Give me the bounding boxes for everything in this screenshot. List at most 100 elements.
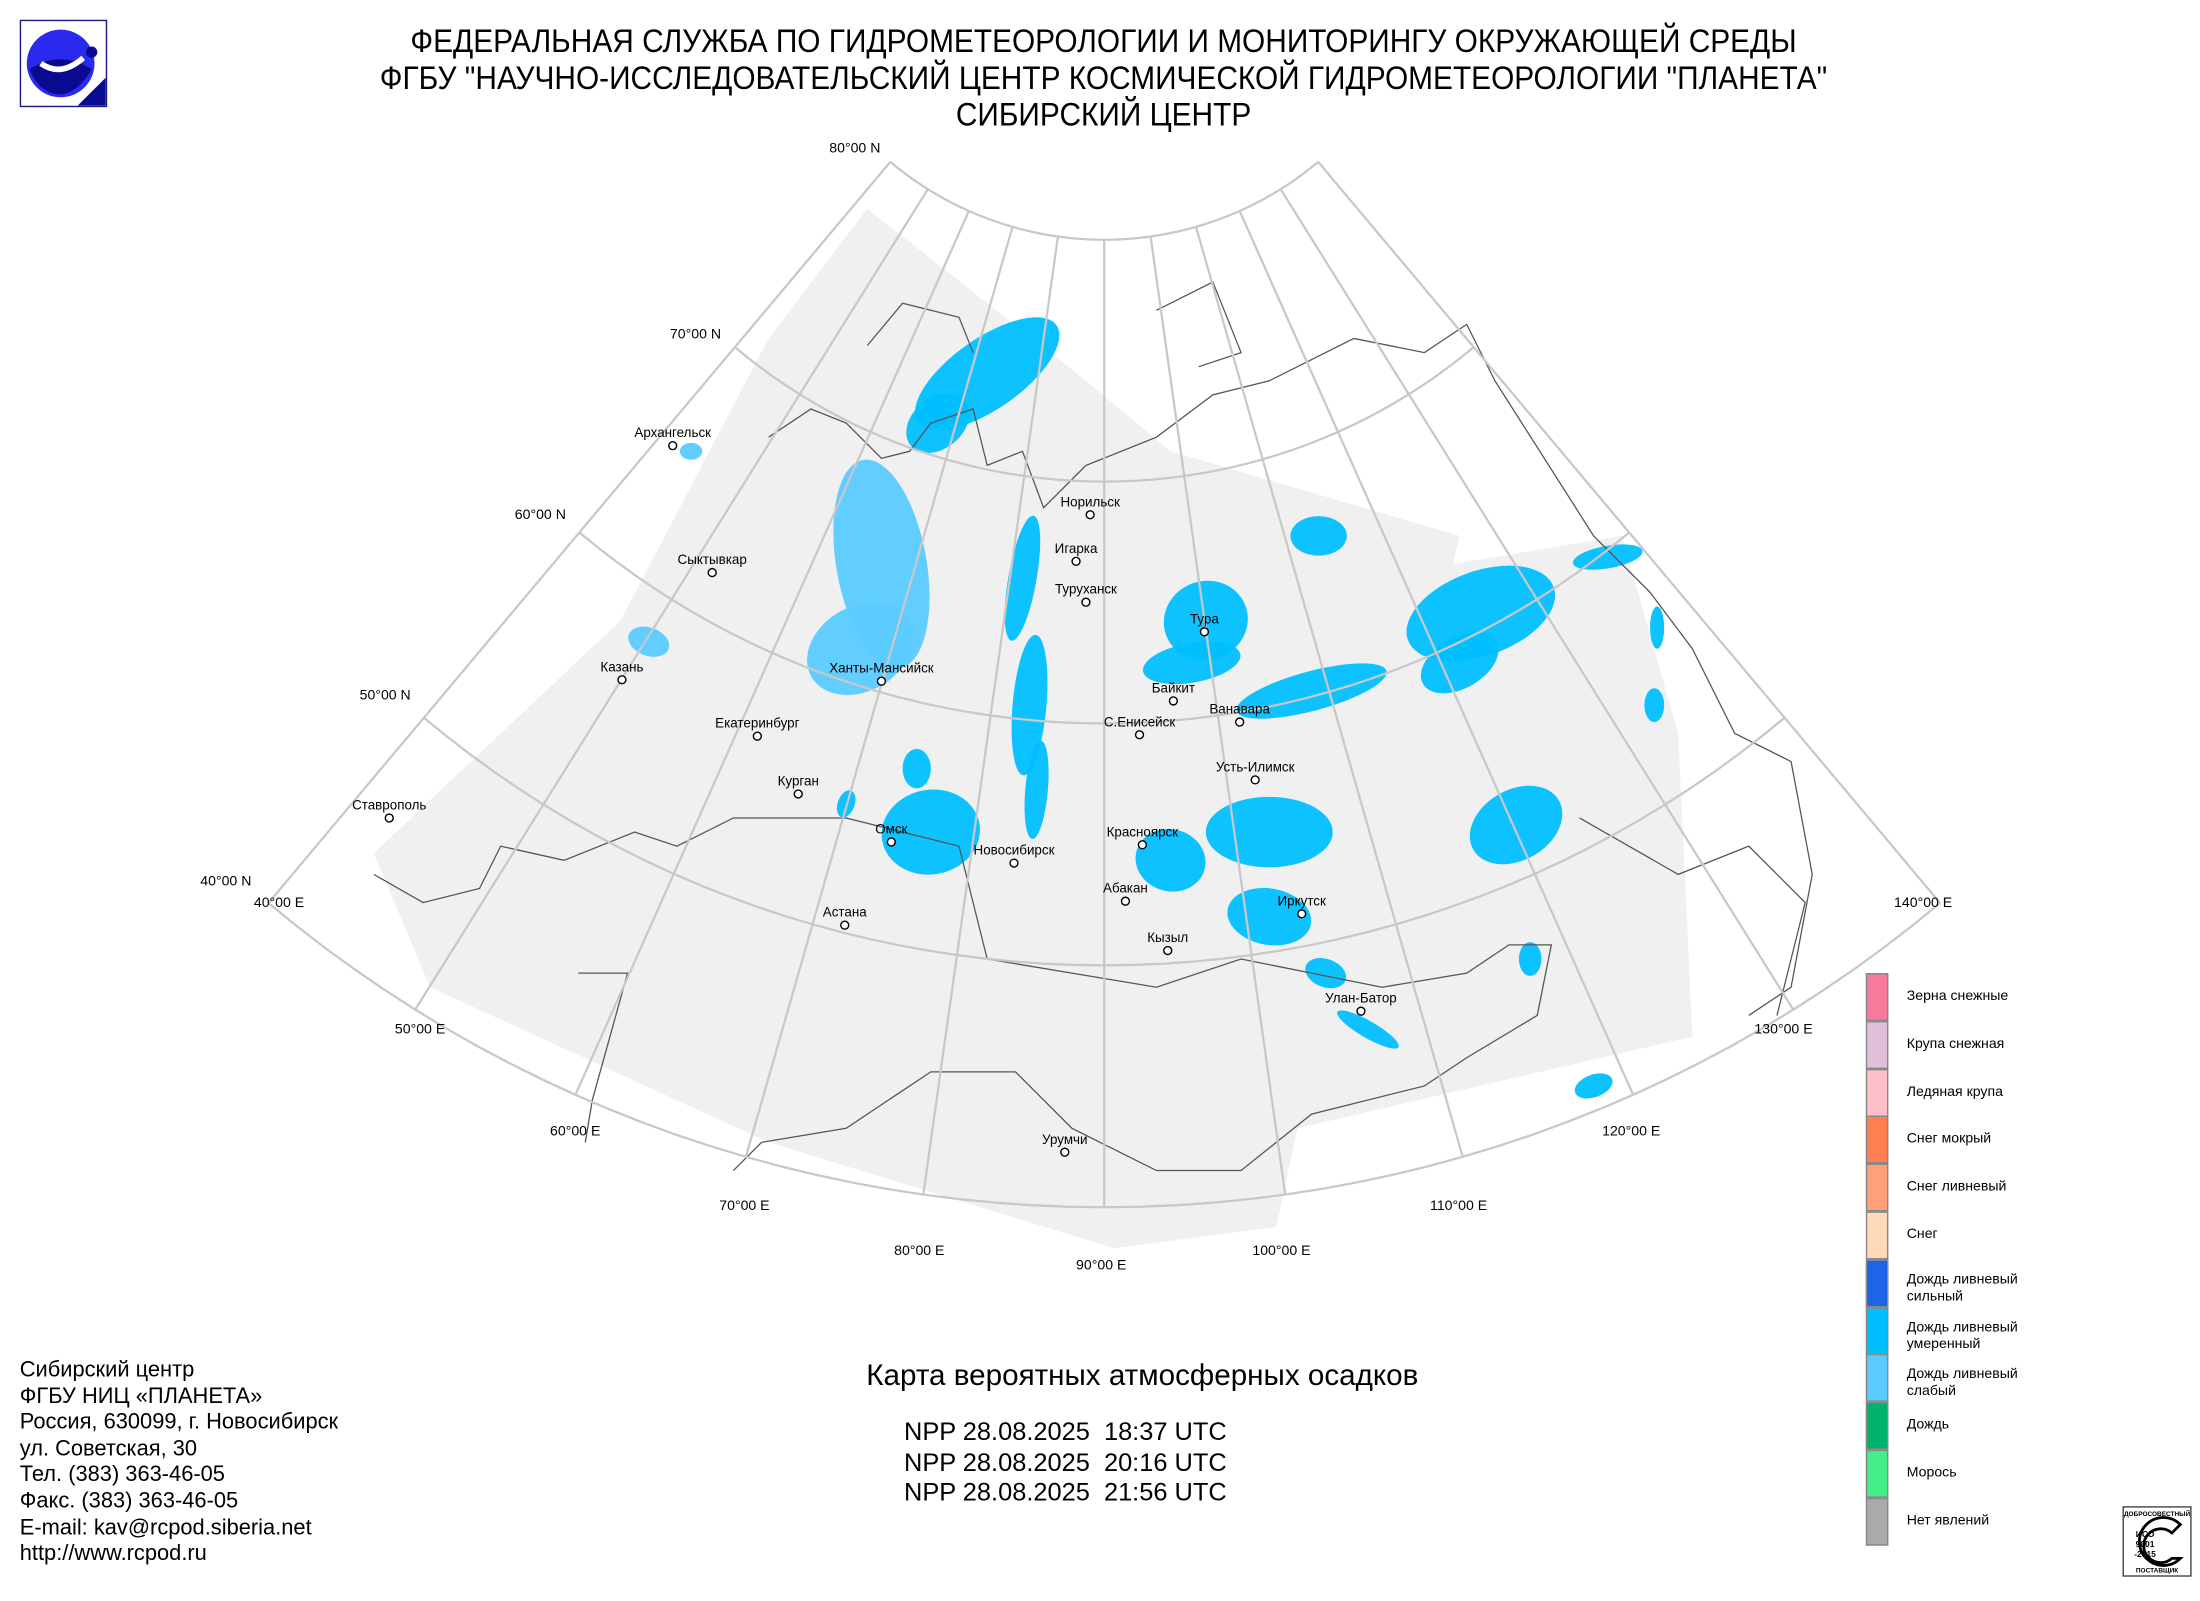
precipitation-area	[1644, 688, 1665, 723]
legend-swatch	[1865, 1211, 1889, 1260]
longitude-label: 60°00 E	[550, 1124, 601, 1140]
city-marker	[1137, 840, 1147, 850]
meridian-130	[1279, 188, 1795, 1011]
meridian-110	[1194, 226, 1464, 1158]
coastline-border	[578, 972, 629, 1143]
iso-badge-text-3: -2015	[2134, 1549, 2156, 1559]
latitude-label: 50°00 N	[359, 688, 411, 704]
precipitation-area	[1011, 634, 1048, 776]
city-label: Казань	[600, 660, 644, 676]
city-marker	[384, 813, 394, 823]
legend-label: Снег мокрый	[1906, 1131, 1992, 1148]
iso-badge-bottom-text: ПОСТАВЩИК	[2136, 1567, 2178, 1574]
city-label: Усть-Илимск	[1215, 760, 1295, 776]
city-marker	[752, 731, 762, 741]
precipitation-area	[1163, 580, 1248, 661]
legend-label: Дождь ливневый сильный	[1906, 1271, 2018, 1305]
longitude-label: 90°00 E	[1076, 1257, 1127, 1274]
city-label: Екатеринбург	[715, 716, 800, 732]
coastline-border	[1156, 281, 1242, 368]
precipitation-area	[1290, 516, 1347, 556]
satellite-pass: NPP 28.08.2025 20:16 UTC	[904, 1447, 1227, 1476]
contact-line: ФГБУ НИЦ «ПЛАНЕТА»	[19, 1384, 263, 1409]
city-marker	[617, 675, 627, 685]
latitude-label: 60°00 N	[514, 507, 566, 524]
legend-label: Ледяная крупа	[1906, 1083, 2003, 1100]
contact-line: Россия, 630099, г. Новосибирск	[19, 1410, 339, 1435]
city-marker	[1168, 696, 1179, 706]
meridian-80	[922, 236, 1060, 1195]
longitude-label: 120°00 E	[1602, 1124, 1661, 1140]
legend-swatch	[1865, 1068, 1889, 1117]
meridian-60	[574, 210, 970, 1096]
city-label: Архангельск	[634, 425, 712, 442]
city-label: Туруханск	[1054, 582, 1117, 598]
legend-label: Снег	[1906, 1226, 1938, 1243]
longitude-label: 80°00 E	[894, 1243, 945, 1260]
legend-swatch	[1865, 1020, 1889, 1069]
precipitation-area	[902, 748, 931, 789]
city-label: Курган	[777, 774, 819, 790]
latitude-label: 80°00 N	[829, 141, 881, 157]
legend-swatch	[1865, 1306, 1889, 1355]
city-label: Астана	[822, 905, 867, 921]
precipitation-area	[1469, 785, 1563, 865]
city-marker	[1134, 730, 1145, 740]
city-marker	[886, 837, 896, 847]
precipitation-area	[1205, 796, 1333, 868]
city-label: Байкит	[1151, 681, 1195, 697]
longitude-label: 110°00 E	[1430, 1198, 1488, 1215]
iso-badge-text-2: 9001	[2136, 1539, 2155, 1549]
contact-line: Факс. (383) 363-46-05	[19, 1489, 239, 1514]
iso-badge: ДОБРОСОВЕСТНЫЙ ИСО 9001 -2015 ПОСТАВЩИК	[2122, 1506, 2192, 1577]
precipitation-area	[1305, 958, 1347, 989]
city-marker	[1356, 1006, 1366, 1016]
longitude-label: 140°00 E	[1894, 895, 1953, 912]
coastline-border	[373, 817, 1553, 1172]
contact-line: Тел. (383) 363-46-05	[19, 1463, 225, 1487]
city-marker	[1085, 510, 1095, 520]
legend-swatch	[1865, 973, 1889, 1022]
meridian-140	[1317, 161, 1941, 904]
city-label: Ванавара	[1209, 702, 1270, 718]
contact-info: Сибирский центр ФГБУ НИЦ «ПЛАНЕТА» Россия,…	[20, 1358, 338, 1568]
legend-swatch	[1865, 1354, 1889, 1403]
precipitation-area	[881, 789, 980, 875]
meridian-40	[267, 161, 892, 904]
city-marker	[1120, 896, 1131, 906]
city-label: Красноярск	[1106, 825, 1179, 841]
city-marker	[1081, 597, 1091, 607]
legend-label: Крупа снежная	[1906, 1036, 2005, 1052]
precipitation-area	[628, 626, 670, 657]
meridian-120	[1238, 210, 1635, 1096]
longitude-label: 100°00 E	[1252, 1243, 1311, 1260]
satellite-passes: NPP 28.08.2025 18:37 UTC NPP 28.08.2025 2…	[904, 1417, 1227, 1508]
city-label: Игарка	[1054, 541, 1098, 558]
precipitation-area	[1142, 641, 1241, 685]
roshydromet-logo	[19, 19, 108, 108]
city-marker	[1250, 775, 1260, 785]
latitude-label: 40°00 N	[200, 874, 252, 890]
iso-badge-text-1: ИСО	[2136, 1529, 2155, 1539]
precipitation-area	[1518, 942, 1542, 976]
city-marker	[707, 567, 717, 578]
city-label: Тура	[1189, 612, 1219, 628]
city-label: Урумчи	[1042, 1132, 1088, 1148]
precipitation-area	[1135, 828, 1206, 892]
latitude-label: 70°00 N	[669, 327, 722, 343]
satellite-pass: NPP 28.08.2025 18:37 UTC	[904, 1417, 1227, 1446]
city-marker	[1163, 945, 1173, 956]
longitude-label: 70°00 E	[719, 1198, 770, 1215]
city-marker	[876, 676, 887, 686]
precipitation-area	[679, 442, 703, 460]
city-label: Новосибирск	[973, 843, 1055, 859]
city-label: Кызыл	[1147, 930, 1189, 947]
city-label: Омск	[875, 822, 908, 838]
legend-label: Дождь ливневый слабый	[1906, 1367, 2018, 1400]
header-line-3: СИБИРСКИЙ ЦЕНТР	[955, 95, 1252, 133]
legend-label: Дождь ливневый умеренный	[1906, 1319, 2018, 1352]
meridian-50	[414, 188, 929, 1011]
precipitation-area	[1574, 1073, 1613, 1099]
contact-line: http://www.rcpod.ru	[19, 1541, 207, 1566]
